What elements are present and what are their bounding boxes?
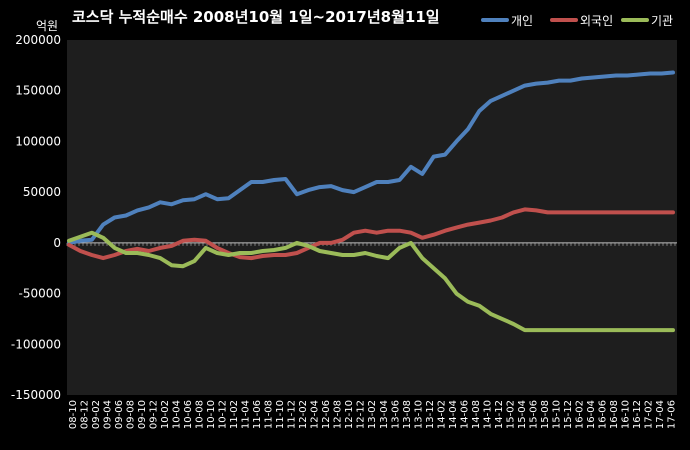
series-line-1	[67, 207, 675, 261]
x-tick-label: 15-06	[528, 400, 539, 429]
x-tick-label: 11-04	[241, 400, 252, 429]
x-tick-label: 17-04	[655, 400, 666, 429]
x-tick-label: 14-08	[471, 400, 482, 429]
x-tick-label: 16-02	[574, 400, 585, 429]
x-tick-label: 10-08	[195, 400, 206, 429]
chart-title: 코스닥 누적순매수 2008년10월 1일~2017년8월11일	[72, 8, 440, 26]
x-tick-label: 16-04	[586, 400, 597, 429]
x-tick-label: 15-04	[517, 400, 528, 429]
x-axis: 08-10 08-12 09-02 09-04 09-06 09-08 09-10 09-12…	[68, 400, 677, 429]
y-tick-label: -50000	[18, 287, 61, 301]
x-tick-label: 08-10	[68, 400, 79, 429]
x-tick-label: 15-10	[551, 400, 562, 429]
legend: 개인 외국인 기관	[481, 14, 673, 28]
x-tick-label: 17-06	[666, 400, 677, 429]
x-tick-label: 12-12	[356, 400, 367, 429]
plot-area	[67, 40, 677, 395]
x-tick-label: 13-04	[379, 400, 390, 429]
x-tick-label: 15-12	[563, 400, 574, 429]
x-tick-label: 17-02	[643, 400, 654, 429]
x-tick-label: 11-12	[287, 400, 298, 429]
y-tick-label: 100000	[15, 134, 61, 148]
x-tick-label: 09-02	[91, 400, 102, 429]
x-tick-label: 15-02	[505, 400, 516, 429]
x-tick-label: 16-12	[632, 400, 643, 429]
y-tick-label: -150000	[11, 388, 61, 402]
x-tick-label: 09-10	[137, 400, 148, 429]
x-tick-label: 11-02	[229, 400, 240, 429]
legend-label: 개인	[511, 14, 533, 28]
x-tick-label: 10-10	[206, 400, 217, 429]
x-tick-label: 11-10	[275, 400, 286, 429]
y-axis: 200000 150000 100000 50000 0 -50000 -100000 -15…	[11, 33, 61, 402]
x-tick-label: 16-06	[597, 400, 608, 429]
x-tick-label: 13-06	[390, 400, 401, 429]
x-tick-label: 12-02	[298, 400, 309, 429]
x-tick-label: 13-10	[413, 400, 424, 429]
y-tick-label: 50000	[23, 185, 61, 199]
series-line-2	[67, 230, 675, 333]
x-tick-label: 12-08	[333, 400, 344, 429]
zero-baseline	[66, 242, 677, 246]
legend-label: 기관	[651, 14, 673, 28]
x-tick-label: 13-08	[402, 400, 413, 429]
x-tick-label: 12-04	[310, 400, 321, 429]
x-tick-label: 16-10	[620, 400, 631, 429]
x-tick-label: 10-04	[172, 400, 183, 429]
x-tick-label: 09-12	[149, 400, 160, 429]
unit-label: 억원	[36, 19, 58, 33]
x-tick-label: 15-08	[540, 400, 551, 429]
legend-label: 외국인	[580, 14, 613, 28]
x-tick-label: 13-02	[367, 400, 378, 429]
series-lines	[67, 70, 675, 333]
x-tick-label: 09-04	[103, 400, 114, 429]
x-tick-label: 12-06	[321, 400, 332, 429]
series-line-0	[67, 70, 675, 245]
x-tick-label: 11-06	[252, 400, 263, 429]
x-tick-label: 14-06	[459, 400, 470, 429]
x-tick-label: 11-08	[264, 400, 275, 429]
x-tick-label: 09-06	[114, 400, 125, 429]
y-tick-label: -100000	[11, 337, 61, 351]
x-tick-label: 10-06	[183, 400, 194, 429]
x-tick-label: 14-10	[482, 400, 493, 429]
x-tick-label: 10-02	[160, 400, 171, 429]
x-tick-label: 14-02	[436, 400, 447, 429]
x-tick-label: 12-10	[344, 400, 355, 429]
x-tick-label: 16-08	[609, 400, 620, 429]
x-tick-label: 09-08	[126, 400, 137, 429]
x-tick-label: 14-04	[448, 400, 459, 429]
x-tick-label: 14-12	[494, 400, 505, 429]
x-tick-label: 08-12	[80, 400, 91, 429]
y-tick-label: 150000	[15, 84, 61, 98]
x-tick-label: 13-12	[425, 400, 436, 429]
x-tick-label: 10-12	[218, 400, 229, 429]
y-tick-label: 0	[53, 236, 61, 250]
y-tick-label: 200000	[15, 33, 61, 47]
